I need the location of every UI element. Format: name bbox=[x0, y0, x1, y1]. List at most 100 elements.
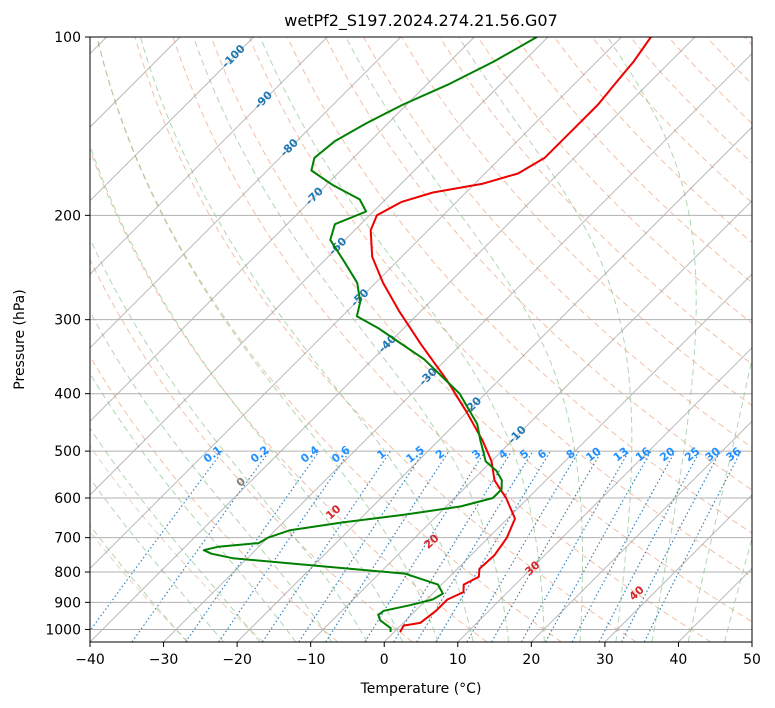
dry-adiabat-line bbox=[286, 37, 752, 534]
isotherm-line bbox=[90, 37, 255, 202]
moist-adiabat-line bbox=[259, 37, 545, 642]
y-tick-label: 400 bbox=[54, 387, 81, 403]
isotherm-line bbox=[90, 37, 696, 642]
y-tick-label: 900 bbox=[54, 595, 81, 611]
x-axis-ticks: −40 −30 −20 −10 0 10 20 30 40 50 bbox=[75, 642, 761, 668]
mixing-ratio-line bbox=[218, 450, 351, 642]
plot-area: 0.1 0.2 0.4 0.6 1 1.5 2 3 4 5 6 8 10 13 16 20 25 30 36-100… bbox=[90, 37, 752, 642]
plot-frame bbox=[89, 36, 753, 643]
isotherm-line bbox=[383, 273, 752, 642]
moist-adiabat-line bbox=[90, 372, 297, 642]
moist-adiabat-line bbox=[90, 144, 404, 642]
moist-adiabat-line bbox=[90, 524, 188, 642]
mixing-ratio-label: 3 bbox=[469, 447, 483, 462]
y-tick-label: 500 bbox=[54, 444, 81, 460]
x-axis-title: Temperature (°C) bbox=[360, 681, 482, 697]
y-axis-title: Pressure (hPa) bbox=[12, 289, 28, 389]
dry-adiabat-line bbox=[591, 37, 752, 204]
dry-adiabat-line bbox=[172, 37, 712, 642]
isotherm-line bbox=[678, 567, 752, 642]
isotherm-line bbox=[90, 37, 328, 275]
isotherm-line bbox=[530, 420, 752, 642]
dry-adiabat-line bbox=[744, 37, 752, 46]
dry-adiabat-line bbox=[553, 37, 752, 244]
y-tick-label: 200 bbox=[54, 208, 81, 224]
y-tick-label: 600 bbox=[54, 491, 81, 507]
chart-title: wetPf2_S197.2024.274.21.56.G07 bbox=[284, 11, 558, 31]
mixing-ratio-label: 13 bbox=[611, 445, 631, 465]
moist-adiabat-line bbox=[90, 427, 261, 642]
y-tick-label: 700 bbox=[54, 531, 81, 547]
dry-adiabat-line bbox=[515, 37, 752, 284]
dry-adiabat-line bbox=[325, 37, 752, 491]
isotherm-line bbox=[604, 494, 752, 642]
moist-adiabat-line bbox=[193, 37, 510, 642]
isotherm-line bbox=[236, 126, 752, 642]
mixing-ratio-line bbox=[435, 450, 552, 642]
moist-adiabat-line bbox=[96, 37, 439, 642]
mixing-ratio-line bbox=[185, 450, 320, 642]
mixing-ratio-line bbox=[520, 450, 630, 642]
dry-adiabat-line bbox=[210, 37, 752, 623]
dry-adiabat-line bbox=[90, 531, 190, 642]
mixing-ratio-line bbox=[545, 450, 652, 642]
mixing-ratio-label: 10 bbox=[583, 444, 603, 464]
x-tick-label: 10 bbox=[449, 652, 467, 668]
mixing-ratio-line bbox=[298, 450, 425, 642]
x-tick-label: −40 bbox=[75, 652, 105, 668]
mixing-ratio-line bbox=[131, 450, 270, 642]
isotherm-line bbox=[163, 52, 752, 642]
line-labels: 0.1 0.2 0.4 0.6 1 1.5 2 3 4 5 6 8 10 13 16 20 25 30 36-100… bbox=[201, 42, 744, 603]
dry-adiabat-line bbox=[90, 445, 264, 642]
mixing-ratio-line bbox=[571, 450, 676, 642]
dry-adiabat-line bbox=[134, 37, 637, 642]
mixing-ratio-label: 0.6 bbox=[329, 443, 353, 465]
mixing-ratio-label: 25 bbox=[682, 445, 702, 465]
mixing-ratio-label: 0.4 bbox=[298, 443, 322, 465]
mixing-ratio-label: 2 bbox=[433, 447, 447, 462]
dry-adiabat-line bbox=[96, 37, 562, 642]
moist-adiabat-line bbox=[724, 536, 752, 642]
x-tick-label: −20 bbox=[222, 652, 252, 668]
y-tick-label: 300 bbox=[54, 313, 81, 329]
moist-adiabats bbox=[90, 37, 752, 642]
mixing-ratio-label: 0.2 bbox=[248, 443, 271, 465]
x-tick-label: 50 bbox=[743, 652, 761, 668]
x-tick-label: 40 bbox=[670, 652, 688, 668]
skewed-isotherms bbox=[90, 37, 752, 642]
y-tick-label: 800 bbox=[54, 565, 81, 581]
mixing-ratio-line bbox=[598, 450, 701, 642]
moist-adiabat-line bbox=[90, 237, 368, 642]
mixing-ratio-line bbox=[261, 450, 391, 642]
dry-adiabat-line bbox=[706, 37, 752, 85]
mixing-ratio-label: 5 bbox=[517, 447, 531, 462]
dry-adiabats bbox=[90, 37, 752, 642]
x-tick-label: 30 bbox=[596, 652, 614, 668]
mixing-ratio-label: 30 bbox=[703, 444, 723, 464]
moist-adiabat-line bbox=[687, 356, 752, 642]
isotherm-line bbox=[310, 199, 752, 642]
dry-adiabat-line bbox=[477, 37, 752, 324]
isotherm-line bbox=[90, 37, 622, 570]
y-axis-ticks: 1000 900 800 700 600 500 400 300 200 100 bbox=[45, 30, 90, 638]
mixing-ratio-label: 6 bbox=[535, 447, 549, 462]
x-tick-label: 20 bbox=[522, 652, 540, 668]
isotherm-line bbox=[90, 37, 402, 349]
dewpoint-profile-line bbox=[202, 37, 538, 633]
isotherm-line bbox=[90, 37, 549, 496]
x-tick-label: −30 bbox=[149, 652, 179, 668]
theta-label: 30 bbox=[522, 558, 542, 578]
mixing-ratio-line bbox=[393, 450, 513, 642]
moist-adiabat-line bbox=[606, 37, 697, 642]
dry-adiabat-line bbox=[248, 37, 752, 578]
mixing-ratio-line bbox=[90, 450, 223, 632]
y-tick-label: 100 bbox=[54, 30, 81, 46]
isotherm-line bbox=[457, 347, 752, 642]
mixing-ratio-line bbox=[643, 450, 742, 642]
dry-adiabat-line bbox=[90, 148, 488, 642]
mixing-ratio-line bbox=[416, 450, 534, 642]
moist-adiabat-line bbox=[458, 37, 633, 642]
y-tick-label: 1000 bbox=[45, 622, 81, 638]
dry-adiabat-line bbox=[629, 37, 752, 164]
